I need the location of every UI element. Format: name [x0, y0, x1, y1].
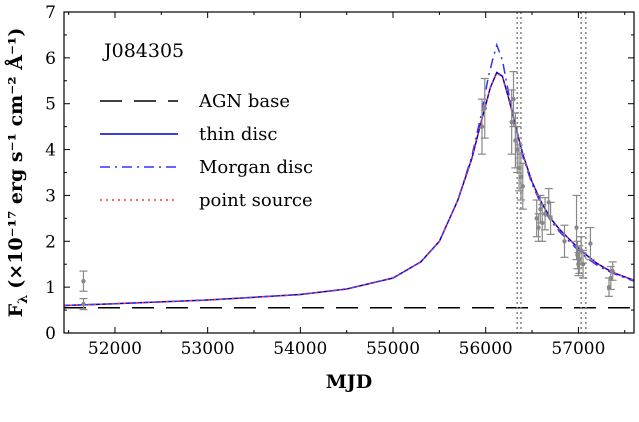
y-tick-label-5: 5 [45, 95, 56, 115]
y-axis-label-main: F [5, 303, 27, 317]
observation-point-14 [538, 204, 547, 242]
observation-point-15 [541, 197, 550, 231]
observation-point-5 [509, 71, 518, 128]
y-tick-label-4: 4 [45, 141, 56, 161]
observation-point-9 [516, 153, 525, 201]
series-line-2 [64, 42, 634, 307]
legend-label-1: thin disc [199, 124, 278, 145]
axis-ticks: 52000 53000 54000 55000 56000 57000 0 1 2 3 4 5 6 7 [45, 3, 634, 359]
observation-point-25 [586, 226, 595, 261]
observation-point-18 [560, 224, 569, 258]
y-axis-label: Fλ (×10⁻¹⁷ erg s⁻¹ cm⁻² Å⁻¹) [4, 28, 31, 318]
observation-point-3 [480, 77, 489, 139]
observation-point-0 [79, 270, 88, 292]
y-tick-label-7: 7 [45, 3, 56, 23]
observation-point-4 [507, 89, 516, 155]
x-tick-label-2: 54000 [273, 339, 327, 359]
y-axis-label-sub: λ [16, 295, 31, 304]
observation-point-19 [572, 194, 581, 261]
x-tick-label-4: 56000 [459, 339, 513, 359]
observation-point-10 [518, 162, 527, 210]
x-tick-label-3: 55000 [366, 339, 420, 359]
y-tick-label-2: 2 [45, 232, 56, 252]
y-tick-label-0: 0 [45, 324, 56, 344]
legend-label-3: point source [199, 190, 313, 211]
observation-point-24 [579, 249, 588, 279]
legend-label-2: Morgan disc [199, 157, 313, 178]
observation-point-1 [79, 298, 88, 311]
object-label: J084305 [102, 40, 184, 62]
x-tick-label-1: 53000 [181, 339, 235, 359]
observation-point-8 [515, 144, 524, 192]
y-tick-label-1: 1 [45, 278, 56, 298]
legend-label-0: AGN base [198, 91, 290, 112]
y-axis-label-units: (×10⁻¹⁷ erg s⁻¹ cm⁻² Å⁻¹) [4, 28, 27, 289]
x-axis-label: MJD [326, 371, 373, 393]
x-tick-label-5: 57000 [551, 339, 605, 359]
observation-point-11 [532, 199, 541, 238]
model-lines [64, 42, 634, 309]
observation-point-7 [513, 126, 522, 174]
y-tick-label-6: 6 [45, 49, 56, 69]
y-tick-label-3: 3 [45, 186, 56, 206]
legend: AGN base thin disc Morgan disc point source [100, 91, 313, 211]
observation-point-28 [608, 261, 617, 281]
x-tick-label-0: 52000 [88, 339, 142, 359]
observation-point-17 [546, 201, 555, 236]
observations [79, 71, 617, 311]
